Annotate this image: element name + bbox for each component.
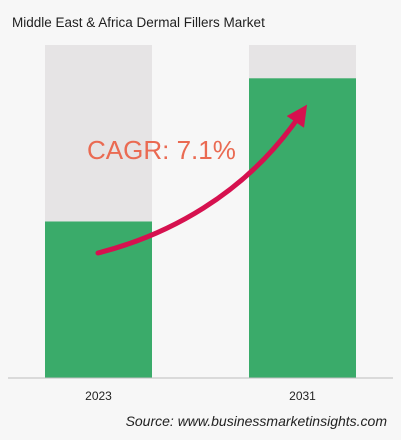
bar-2023 xyxy=(45,221,152,378)
x-tick-label-2023: 2023 xyxy=(85,389,112,403)
bar-2031 xyxy=(249,78,356,379)
x-tick-label-2031: 2031 xyxy=(289,389,316,403)
cagr-annotation: CAGR: 7.1% xyxy=(87,135,236,165)
source-note: Source: www.businessmarketinsights.com xyxy=(125,413,387,429)
chart-title: Middle East & Africa Dermal Fillers Mark… xyxy=(12,15,265,30)
cagr-arrow xyxy=(95,104,308,256)
